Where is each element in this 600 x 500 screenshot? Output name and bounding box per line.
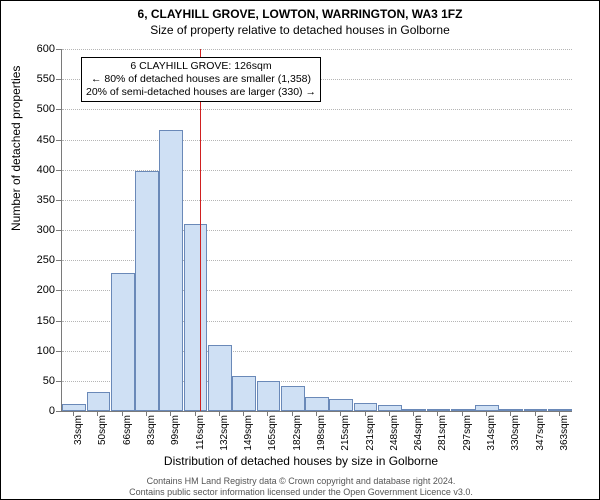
histogram-bar xyxy=(257,381,281,411)
footer-line2: Contains public sector information licen… xyxy=(1,487,600,497)
histogram-bar xyxy=(159,130,183,411)
histogram-bar xyxy=(135,171,159,411)
gridline xyxy=(62,49,572,50)
y-axis-label: Number of detached properties xyxy=(9,66,23,231)
footer-line1: Contains HM Land Registry data © Crown c… xyxy=(1,476,600,486)
y-tick-label: 350 xyxy=(15,194,55,206)
annotation-line1: 6 CLAYHILL GROVE: 126sqm xyxy=(86,60,316,73)
gridline xyxy=(62,109,572,110)
histogram-bar xyxy=(232,376,256,411)
plot-area: 6 CLAYHILL GROVE: 126sqm ← 80% of detach… xyxy=(61,49,571,411)
chart-title-sub: Size of property relative to detached ho… xyxy=(1,23,599,37)
histogram-bar xyxy=(329,399,353,411)
footer: Contains HM Land Registry data © Crown c… xyxy=(1,476,600,497)
chart-title-main: 6, CLAYHILL GROVE, LOWTON, WARRINGTON, W… xyxy=(1,7,599,21)
y-tick-label: 550 xyxy=(15,73,55,85)
marker-line xyxy=(200,49,201,411)
annotation-line3: 20% of semi-detached houses are larger (… xyxy=(86,86,316,99)
plot xyxy=(61,49,572,412)
histogram-bar xyxy=(208,345,232,411)
histogram-bar xyxy=(354,403,378,411)
histogram-bar xyxy=(451,409,475,411)
y-tick-label: 300 xyxy=(15,224,55,236)
y-tick-label: 0 xyxy=(15,405,55,417)
histogram-bar xyxy=(87,392,111,411)
histogram-bar xyxy=(111,273,135,411)
gridline xyxy=(62,140,572,141)
y-tick-label: 200 xyxy=(15,284,55,296)
y-tick-label: 600 xyxy=(15,43,55,55)
chart-container: 6, CLAYHILL GROVE, LOWTON, WARRINGTON, W… xyxy=(0,0,600,500)
annotation-box: 6 CLAYHILL GROVE: 126sqm ← 80% of detach… xyxy=(81,57,321,102)
y-tick-label: 400 xyxy=(15,164,55,176)
y-tick-label: 500 xyxy=(15,103,55,115)
y-tick-label: 250 xyxy=(15,254,55,266)
y-tick-label: 450 xyxy=(15,134,55,146)
histogram-bar xyxy=(62,404,86,411)
histogram-bar xyxy=(184,224,208,411)
y-tick-label: 100 xyxy=(15,345,55,357)
histogram-bar xyxy=(548,409,572,411)
y-tick-label: 50 xyxy=(15,375,55,387)
y-tick-label: 150 xyxy=(15,315,55,327)
annotation-line2: ← 80% of detached houses are smaller (1,… xyxy=(86,73,316,86)
histogram-bar xyxy=(378,405,402,411)
histogram-bar xyxy=(305,397,329,411)
x-axis-label: Distribution of detached houses by size … xyxy=(1,454,600,468)
histogram-bar xyxy=(281,386,305,411)
